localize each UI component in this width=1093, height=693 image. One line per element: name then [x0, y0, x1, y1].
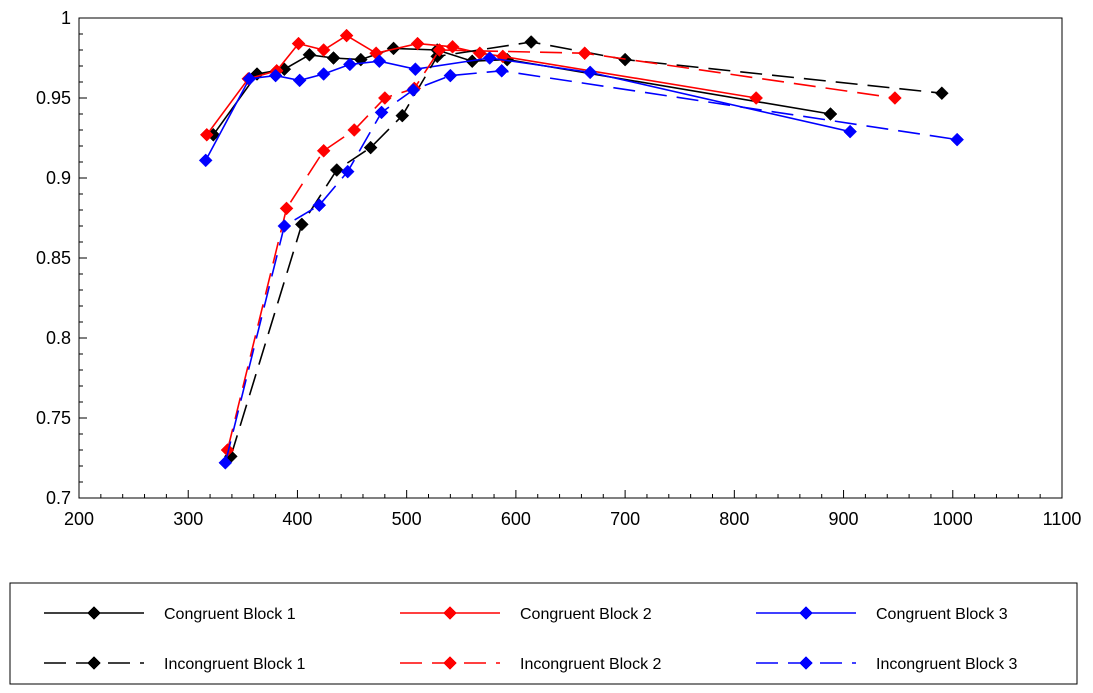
- y-tick-label: 0.85: [36, 248, 71, 268]
- data-point-marker: [482, 51, 497, 65]
- series-line: [212, 47, 831, 136]
- data-point-marker: [316, 43, 331, 57]
- data-point-marker: [577, 46, 592, 61]
- data-point-marker: [395, 108, 410, 123]
- data-point-marker: [268, 68, 283, 83]
- series-congruent-block-1: [206, 41, 838, 142]
- data-point-marker: [339, 28, 354, 43]
- series-congruent-block-3: [198, 51, 857, 168]
- x-tick-label: 800: [719, 509, 749, 529]
- data-point-marker: [950, 132, 965, 147]
- data-point-marker: [406, 83, 421, 97]
- data-point-marker: [340, 164, 355, 179]
- data-point-marker: [494, 63, 509, 78]
- y-tick-label: 0.9: [46, 168, 71, 188]
- legend-box: [9, 582, 1078, 685]
- data-point-marker: [199, 127, 214, 142]
- series-group: [198, 28, 965, 470]
- data-point-marker: [312, 198, 327, 213]
- data-point-marker: [935, 86, 949, 101]
- legend-item: Congruent Block 3: [756, 606, 1008, 623]
- data-point-marker: [374, 105, 389, 120]
- legend-label: Congruent Block 1: [164, 606, 296, 623]
- x-tick-label: 500: [392, 509, 422, 529]
- series-incongruent-block-2: [220, 43, 902, 457]
- legend-label: Incongruent Block 3: [876, 656, 1018, 673]
- legend-item: Congruent Block 1: [44, 606, 296, 623]
- legend-item: Incongruent Block 1: [44, 656, 306, 673]
- data-point-marker: [749, 91, 764, 105]
- x-tick-label: 1100: [1043, 509, 1082, 529]
- x-tick-label: 200: [64, 509, 94, 529]
- data-point-marker: [888, 91, 902, 105]
- x-tick-label: 1000: [933, 509, 973, 529]
- x-tick-label: 600: [501, 509, 531, 529]
- data-point-marker: [377, 91, 392, 105]
- legend-swatch-marker: [799, 656, 813, 670]
- legend-label: Congruent Block 2: [520, 606, 652, 623]
- x-tick-label: 900: [829, 509, 859, 529]
- legend-item: Incongruent Block 2: [400, 656, 662, 673]
- legend-label: Congruent Block 3: [876, 606, 1008, 623]
- data-point-marker: [302, 47, 317, 62]
- legend-label: Incongruent Block 2: [520, 656, 662, 673]
- y-tick-label: 0.95: [36, 88, 71, 108]
- series-line: [226, 49, 896, 451]
- data-point-marker: [408, 62, 423, 77]
- data-point-marker: [326, 51, 341, 65]
- x-tick-label: 300: [173, 509, 203, 529]
- legend-item: Congruent Block 2: [400, 606, 652, 623]
- data-point-marker: [316, 143, 331, 158]
- data-point-marker: [329, 163, 344, 177]
- series-congruent-block-2: [199, 28, 764, 142]
- data-point-marker: [294, 217, 309, 232]
- x-tick-label: 400: [282, 509, 312, 529]
- series-incongruent-block-3: [218, 63, 965, 470]
- data-point-marker: [279, 201, 294, 216]
- y-tick-label: 0.8: [46, 328, 71, 348]
- y-tick-label: 0.7: [46, 488, 71, 508]
- legend-swatch-marker: [443, 656, 457, 670]
- legend-swatch-marker: [87, 656, 101, 670]
- data-point-marker: [292, 73, 307, 88]
- x-tick-label: 700: [610, 509, 640, 529]
- data-point-marker: [363, 140, 378, 155]
- series-incongruent-block-1: [223, 35, 949, 464]
- data-point-marker: [291, 36, 306, 51]
- series-line: [230, 41, 942, 457]
- data-point-marker: [242, 71, 257, 86]
- data-point-marker: [343, 57, 357, 72]
- y-tick-label: 0.75: [36, 408, 71, 428]
- data-point-marker: [372, 54, 387, 69]
- data-point-marker: [316, 67, 331, 81]
- data-point-marker: [347, 123, 362, 137]
- legend-item: Incongruent Block 3: [756, 656, 1018, 673]
- legend-swatch-marker: [799, 606, 813, 620]
- data-point-marker: [843, 124, 857, 139]
- data-point-marker: [277, 219, 292, 233]
- data-point-marker: [410, 36, 425, 51]
- data-point-marker: [583, 65, 598, 80]
- data-point-marker: [198, 153, 213, 168]
- data-point-marker: [823, 107, 838, 121]
- legend-swatch-marker: [443, 606, 457, 620]
- data-point-marker: [218, 455, 233, 470]
- data-point-marker: [524, 35, 539, 49]
- y-tick-label: 1: [61, 8, 71, 28]
- axes: 200 300 400 500 600 700 800 900 1000 1100 0.7 0.75 0…: [36, 8, 1081, 529]
- data-point-marker: [432, 43, 447, 57]
- data-point-marker: [445, 39, 460, 54]
- legend-label: Incongruent Block 1: [164, 656, 306, 673]
- legend-swatch-marker: [87, 606, 101, 620]
- legend: Congruent Block 1 Congruent Block 2 Congru…: [44, 606, 1018, 673]
- data-point-marker: [443, 68, 458, 83]
